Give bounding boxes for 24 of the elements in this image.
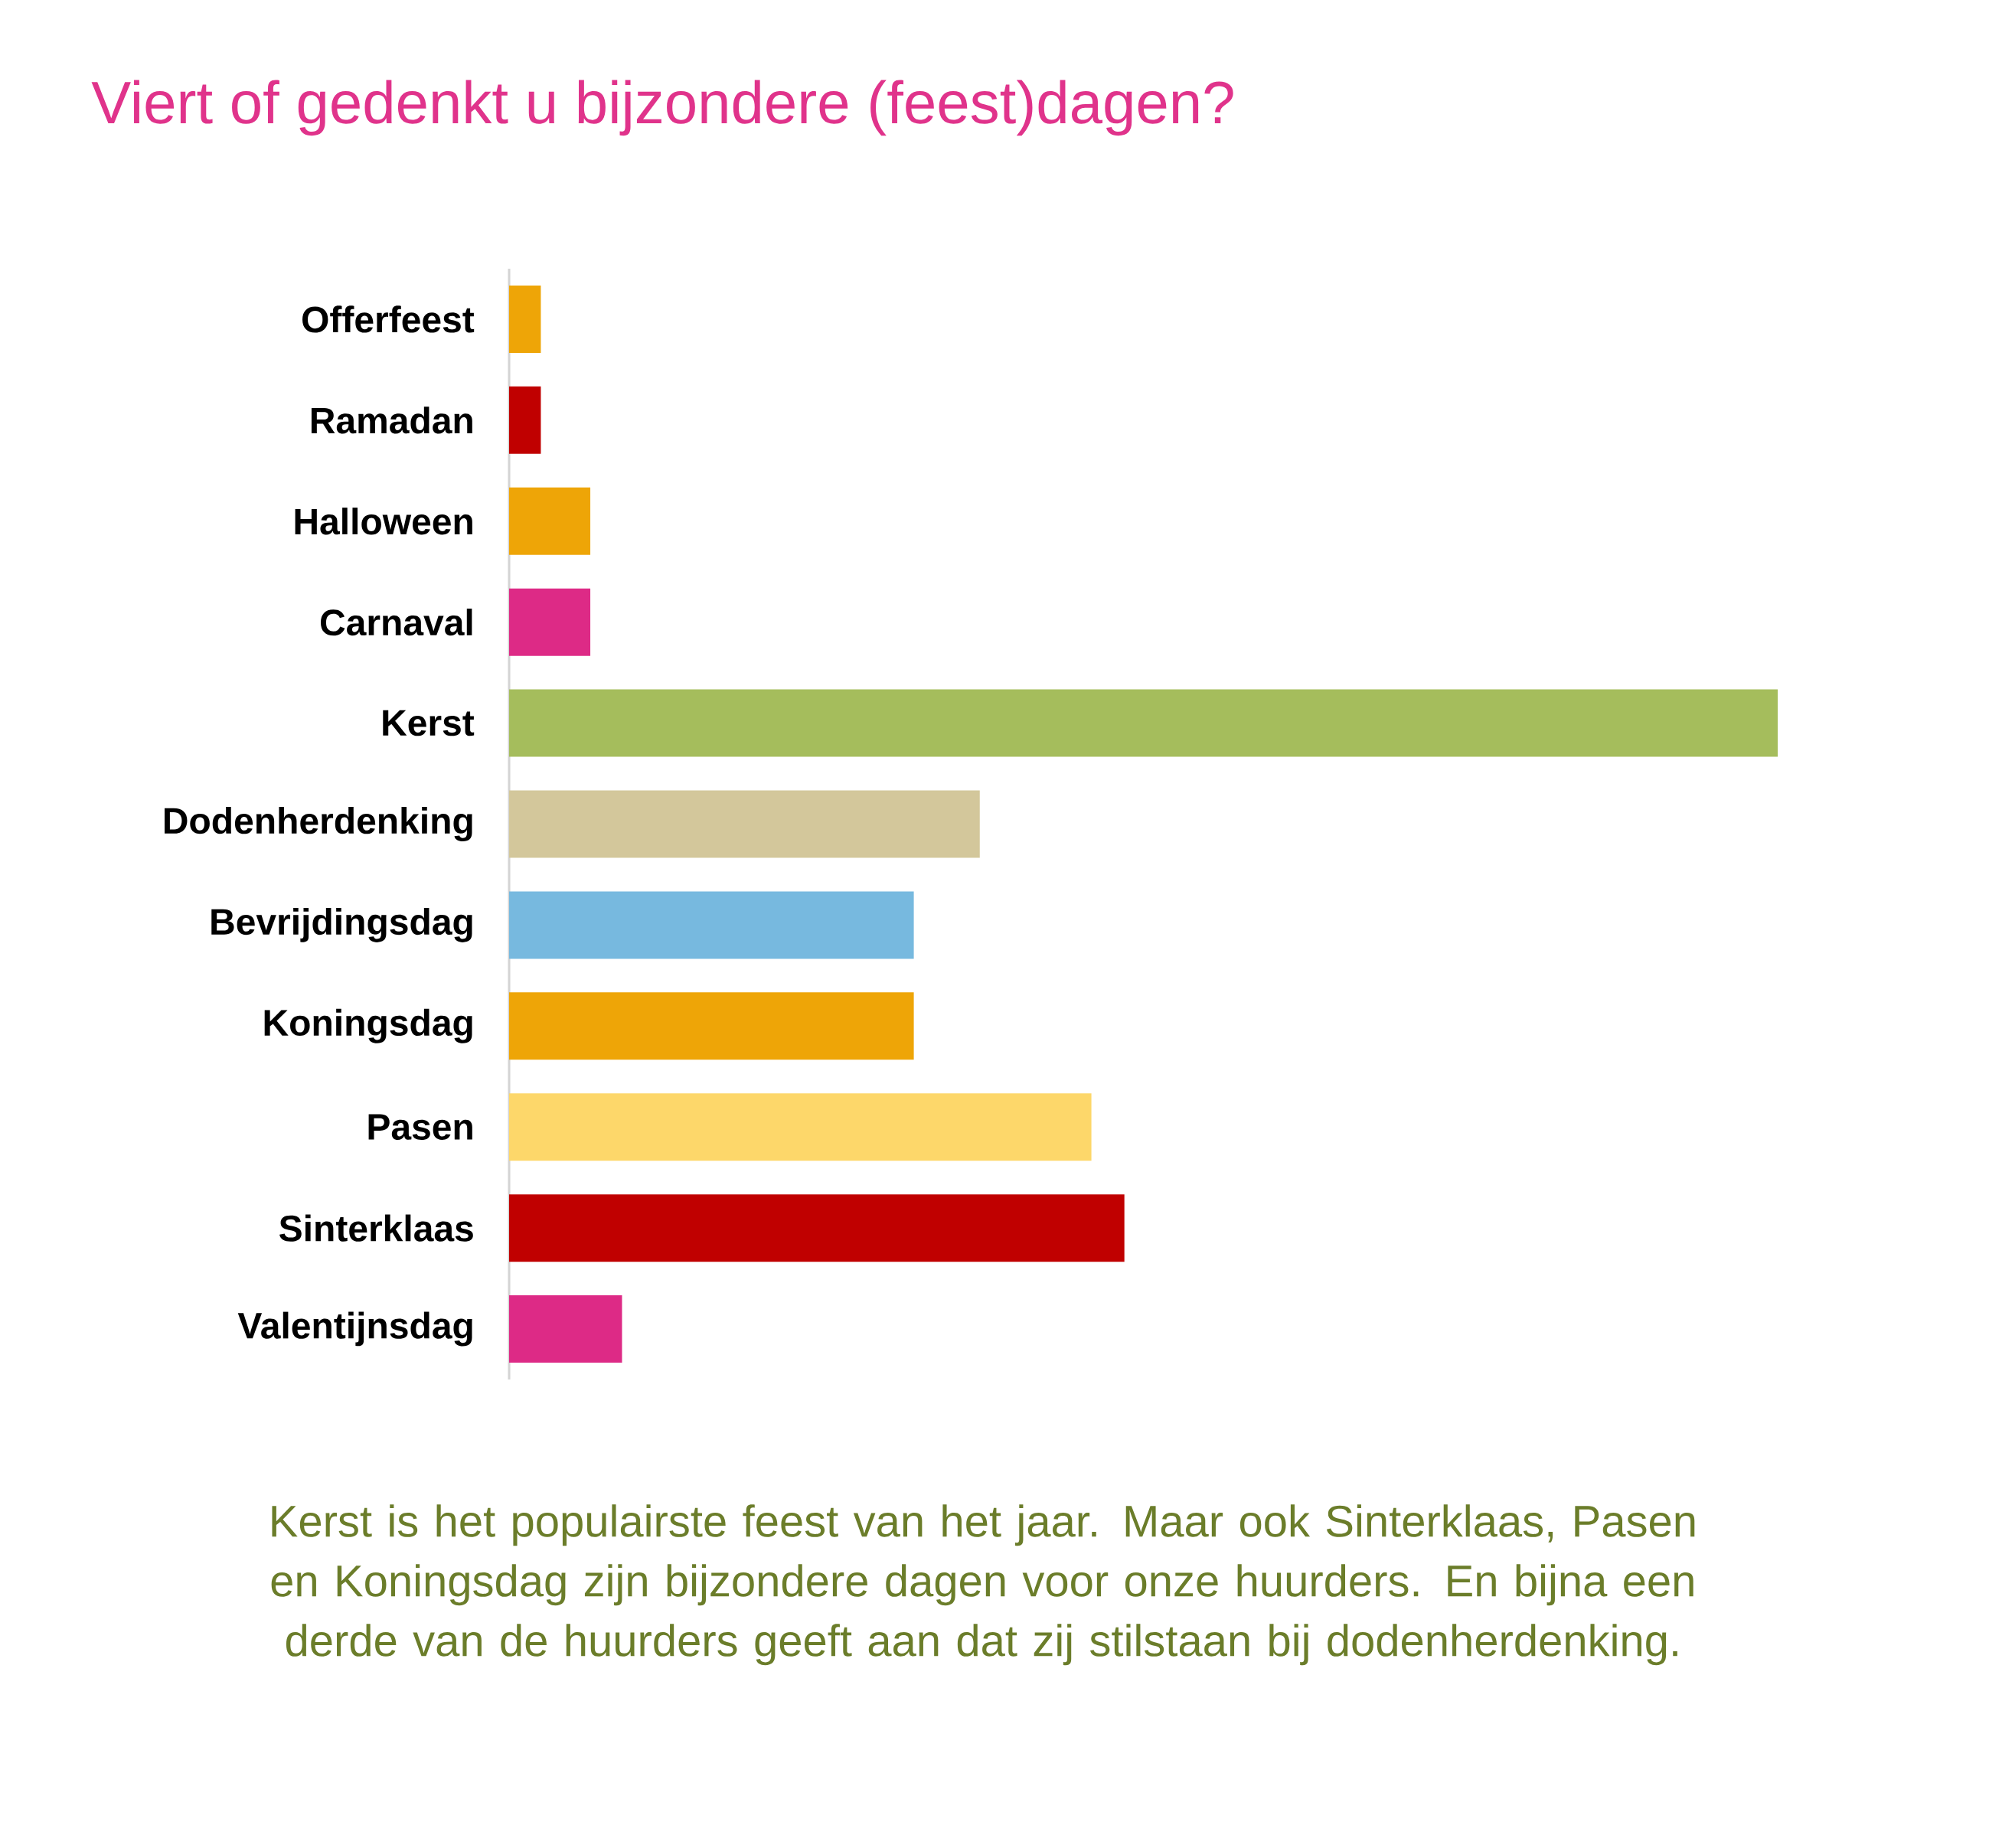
bar (509, 487, 591, 555)
y-tick-label: Carnaval (320, 609, 472, 636)
y-tick-label: Offerfeest (302, 305, 475, 333)
bar (509, 992, 914, 1060)
y-tick-label: Dodenherdenking (164, 807, 472, 841)
y-tick-label: Ramadan (311, 406, 472, 434)
bar (509, 1295, 622, 1363)
bar (509, 386, 541, 454)
bar (509, 1093, 1092, 1161)
bar (509, 790, 980, 858)
y-tick-label: Kerst (383, 710, 475, 736)
bar (509, 689, 1778, 757)
y-tick-label: Halloween (295, 508, 472, 535)
bar (509, 891, 914, 959)
y-tick-label: Koningsdag (264, 1008, 472, 1043)
bar (509, 1194, 1125, 1262)
y-tick-label: Bevrijdingsdag (211, 907, 472, 942)
y-tick-label: Valentijnsdag (237, 1311, 472, 1347)
y-tick-label: Pasen (368, 1114, 472, 1140)
bar (509, 588, 591, 656)
text: Kerst is het populairste feest van het jaar. Maar ook Sinterklaas, Pasen en Koningsdag zijn bijzondere dagen voor onze huurders. En bijna een derde van de huurders geeft aan dat zij stilstaan bij dodenherdenking. (271, 1504, 1695, 1666)
bar (509, 285, 541, 353)
chart-title: Viert of gedenkt u bijzondere (feest)dagen? (91, 80, 1233, 136)
y-tick-label: Sinterklaas (279, 1214, 473, 1242)
